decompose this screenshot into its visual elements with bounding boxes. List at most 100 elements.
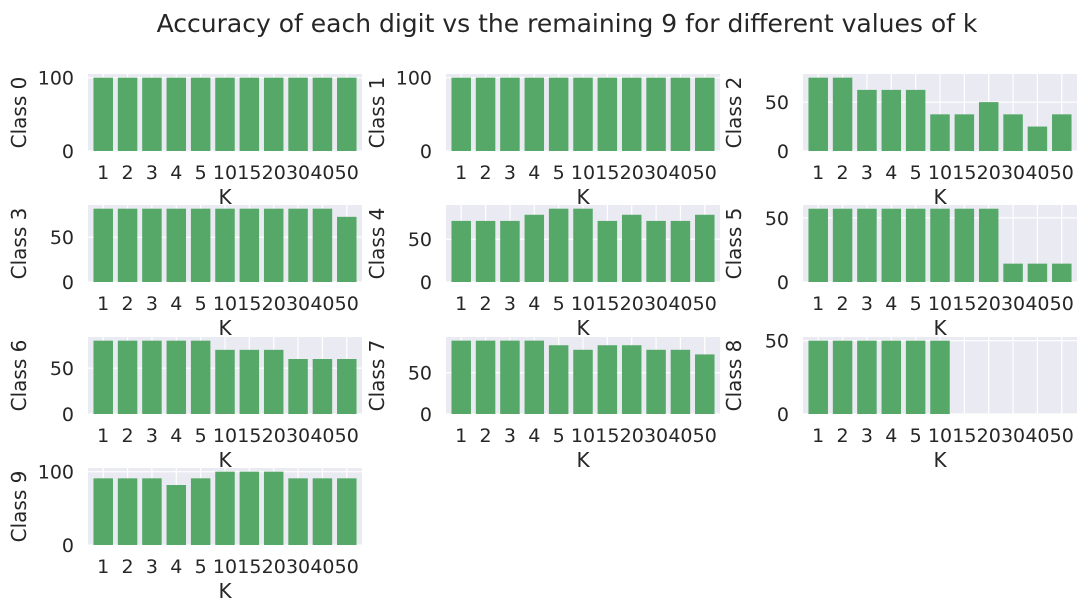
x-tick-label: 4 [885, 162, 897, 184]
bar-k-1 [451, 77, 471, 151]
x-axis-label: K [218, 579, 232, 603]
bar-k-2 [117, 340, 138, 414]
y-tick-label: 100 [38, 462, 74, 484]
x-tick-label: 40 [310, 425, 334, 447]
bar-k-30 [1003, 114, 1023, 151]
bar-k-10 [215, 77, 235, 151]
figure-title: Accuracy of each digit vs the remaining … [157, 9, 978, 38]
x-tick-label: 10 [571, 162, 595, 184]
x-tick-label: 3 [146, 556, 158, 578]
subplot-class-9: 0 100 1 2 3 4 5 10 15 20 30 40 50 K Class 9 [7, 462, 362, 603]
bar-k-30 [288, 77, 308, 151]
y-tick-label: 50 [408, 229, 432, 251]
x-tick-label: 50 [1050, 162, 1074, 184]
bar-k-5 [190, 340, 211, 414]
x-tick-label: 3 [861, 293, 873, 315]
x-tick-label: 20 [262, 293, 286, 315]
bar-k-10 [573, 208, 593, 282]
bar-k-20 [978, 208, 999, 282]
y-axis-label: Class 4 [365, 208, 389, 280]
bar-k-1 [451, 220, 471, 282]
bar-k-2 [475, 77, 496, 151]
x-tick-label: 40 [668, 162, 692, 184]
bar-k-2 [475, 340, 496, 414]
bar-k-4 [881, 340, 902, 414]
y-tick-label: 0 [777, 141, 789, 163]
bar-k-50 [695, 354, 715, 414]
x-tick-label: 20 [977, 425, 1001, 447]
bar-k-5 [190, 77, 211, 151]
bar-k-4 [524, 77, 545, 151]
bar-k-2 [117, 208, 138, 282]
x-tick-label: 2 [480, 293, 492, 315]
x-tick-label: 30 [644, 425, 668, 447]
y-tick-label: 0 [62, 141, 74, 163]
x-tick-label: 20 [977, 162, 1001, 184]
x-tick-label: 10 [571, 425, 595, 447]
y-tick-label: 0 [777, 272, 789, 294]
bar-k-1 [808, 340, 828, 414]
bar-k-40 [312, 478, 333, 545]
y-tick-label: 0 [777, 404, 789, 426]
x-tick-label: 30 [644, 162, 668, 184]
bar-k-50 [695, 214, 715, 282]
x-tick-label: 50 [693, 162, 717, 184]
x-tick-label: 2 [122, 162, 134, 184]
x-tick-label: 5 [195, 293, 207, 315]
x-tick-label: 40 [1025, 162, 1049, 184]
bar-k-50 [337, 216, 357, 282]
x-tick-label: 40 [668, 293, 692, 315]
bar-k-15 [239, 349, 260, 414]
bar-k-5 [190, 478, 211, 545]
x-tick-label: 10 [213, 293, 237, 315]
bar-k-3 [857, 89, 877, 151]
x-tick-label: 1 [812, 162, 824, 184]
bar-k-10 [573, 349, 593, 414]
bar-k-2 [117, 478, 138, 545]
bar-k-15 [239, 77, 260, 151]
bar-k-4 [524, 340, 545, 414]
bar-k-5 [548, 77, 569, 151]
x-tick-label: 2 [837, 162, 849, 184]
x-tick-label: 2 [837, 293, 849, 315]
bar-k-10 [930, 340, 950, 414]
x-tick-label: 50 [1050, 425, 1074, 447]
bar-k-10 [215, 471, 235, 545]
y-tick-label: 0 [62, 272, 74, 294]
x-tick-label: 30 [286, 162, 310, 184]
bar-k-40 [670, 77, 691, 151]
x-tick-label: 5 [195, 425, 207, 447]
bar-k-10 [930, 114, 950, 151]
bar-k-2 [832, 77, 853, 151]
x-axis-label: K [576, 448, 590, 472]
x-tick-label: 3 [861, 425, 873, 447]
bar-k-4 [166, 485, 187, 545]
y-tick-label: 0 [62, 404, 74, 426]
bar-k-15 [239, 208, 260, 282]
bar-k-3 [142, 340, 162, 414]
x-tick-label: 15 [595, 162, 619, 184]
x-tick-label: 30 [1001, 162, 1025, 184]
x-tick-label: 5 [195, 556, 207, 578]
x-tick-label: 5 [195, 162, 207, 184]
x-tick-label: 4 [885, 425, 897, 447]
x-tick-label: 10 [213, 556, 237, 578]
bar-k-1 [808, 208, 828, 282]
y-axis-label: Class 3 [7, 208, 31, 280]
x-axis-label: K [576, 316, 590, 340]
x-tick-label: 2 [480, 425, 492, 447]
x-tick-label: 4 [170, 425, 182, 447]
x-tick-label: 5 [553, 293, 565, 315]
bar-k-30 [1003, 263, 1023, 282]
x-tick-label: 30 [644, 293, 668, 315]
y-tick-label: 0 [420, 404, 432, 426]
x-tick-label: 20 [262, 556, 286, 578]
bar-k-1 [93, 478, 113, 545]
x-tick-label: 15 [237, 162, 261, 184]
x-tick-label: 3 [146, 425, 158, 447]
x-tick-label: 50 [693, 293, 717, 315]
bar-k-40 [1027, 126, 1048, 151]
